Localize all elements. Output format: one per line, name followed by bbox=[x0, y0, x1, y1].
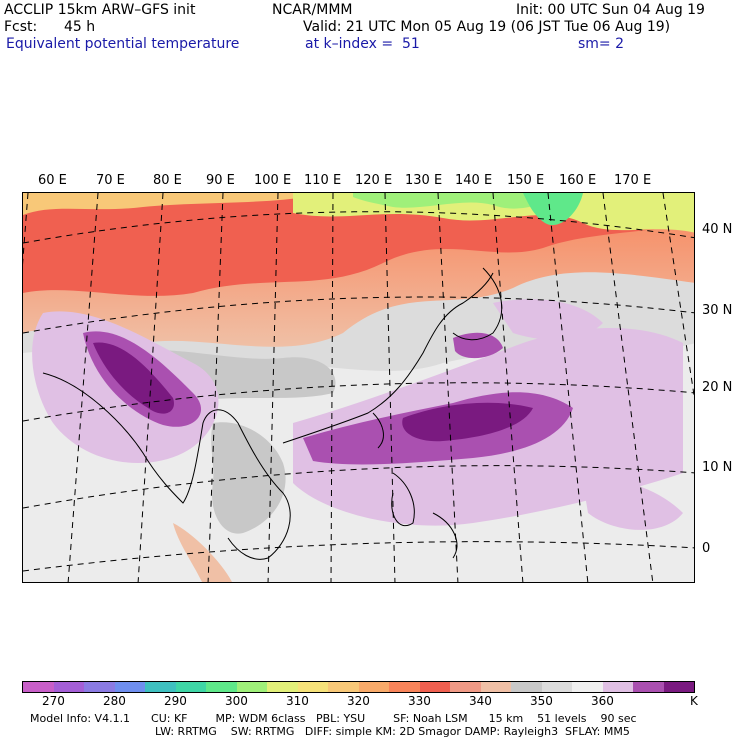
forecast-hour: 45 h bbox=[64, 19, 96, 35]
init-time: Init: 00 UTC Sun 04 Aug 19 bbox=[516, 2, 705, 18]
colorbar-swatch bbox=[389, 682, 420, 692]
forecast-label: Fcst: bbox=[4, 19, 38, 35]
colorbar-tick: 290 bbox=[164, 694, 187, 708]
colorbar-tick: 340 bbox=[469, 694, 492, 708]
colorbar-tick: 310 bbox=[286, 694, 309, 708]
field-name: Equivalent potential temperature bbox=[6, 36, 240, 52]
colorbar-swatch bbox=[297, 682, 328, 692]
north-green-core bbox=[523, 193, 583, 226]
colorbar-swatch bbox=[236, 682, 267, 692]
smoothing: sm= 2 bbox=[578, 36, 625, 52]
lon-label: 160 E bbox=[559, 173, 597, 188]
colorbar-swatch bbox=[175, 682, 206, 692]
lat-label: 30 N bbox=[702, 303, 733, 318]
colorbar-tick: 320 bbox=[347, 694, 370, 708]
lon-label: 70 E bbox=[96, 173, 125, 188]
colorbar-swatch bbox=[23, 682, 54, 692]
north-green-band bbox=[353, 193, 563, 209]
lon-label: 120 E bbox=[355, 173, 393, 188]
colorbar-swatch bbox=[572, 682, 603, 692]
theta-e-map bbox=[22, 192, 695, 583]
colorbar-tick: 270 bbox=[42, 694, 65, 708]
india-core bbox=[93, 342, 174, 414]
coastlines bbox=[42, 267, 503, 560]
pacific-core bbox=[402, 402, 533, 442]
colorbar-swatch bbox=[53, 682, 84, 692]
indochina-region bbox=[211, 422, 286, 534]
colorbar-swatch bbox=[450, 682, 481, 692]
lon-label: 100 E bbox=[254, 173, 292, 188]
colorbar-swatch bbox=[663, 682, 694, 692]
colorbar-swatch bbox=[602, 682, 633, 692]
model-info-line1: Model Info: V4.1.1 CU: KF MP: WDM 6class… bbox=[30, 712, 637, 725]
colorbar-swatch bbox=[84, 682, 115, 692]
organization: NCAR/MMM bbox=[272, 2, 353, 18]
lat-label: 0 bbox=[702, 541, 711, 556]
model-title: ACCLIP 15km ARW–GFS init bbox=[4, 2, 196, 18]
level-index: at k–index = 51 bbox=[305, 36, 420, 52]
colorbar-swatch bbox=[206, 682, 237, 692]
lon-label: 110 E bbox=[304, 173, 342, 188]
valid-time: Valid: 21 UTC Mon 05 Aug 19 (06 JST Tue … bbox=[303, 19, 671, 35]
colorbar-swatch bbox=[541, 682, 572, 692]
colorbar-swatch bbox=[480, 682, 511, 692]
north-hot-region bbox=[23, 193, 694, 296]
colorbar-tick: 280 bbox=[103, 694, 126, 708]
colorbar bbox=[22, 681, 695, 693]
colorbar-unit: K bbox=[690, 694, 698, 708]
colorbar-swatch bbox=[267, 682, 298, 692]
model-info-line2: LW: RRTMG SW: RRTMG DIFF: simple KM: 2D … bbox=[155, 725, 630, 738]
lat-label: 40 N bbox=[702, 222, 733, 237]
colorbar-tick: 330 bbox=[408, 694, 431, 708]
lat-label: 10 N bbox=[702, 460, 733, 475]
colorbar-swatch bbox=[328, 682, 359, 692]
colorbar-swatch bbox=[358, 682, 389, 692]
lat-label: 20 N bbox=[702, 380, 733, 395]
lon-label: 90 E bbox=[206, 173, 235, 188]
lon-label: 150 E bbox=[507, 173, 545, 188]
lon-label: 130 E bbox=[405, 173, 443, 188]
map-canvas bbox=[23, 193, 694, 582]
colorbar-swatch bbox=[511, 682, 542, 692]
colorbar-tick: 300 bbox=[225, 694, 248, 708]
lon-label: 170 E bbox=[614, 173, 652, 188]
japan-moist-region bbox=[493, 299, 603, 340]
colorbar-swatch bbox=[419, 682, 450, 692]
lon-label: 60 E bbox=[38, 173, 67, 188]
colorbar-swatch bbox=[145, 682, 176, 692]
colorbar-tick: 350 bbox=[530, 694, 553, 708]
colorbar-swatch bbox=[114, 682, 145, 692]
colorbar-swatch bbox=[633, 682, 664, 692]
southeast-moist-region bbox=[583, 480, 683, 530]
lon-label: 80 E bbox=[153, 173, 182, 188]
lon-label: 140 E bbox=[455, 173, 493, 188]
colorbar-tick: 360 bbox=[591, 694, 614, 708]
